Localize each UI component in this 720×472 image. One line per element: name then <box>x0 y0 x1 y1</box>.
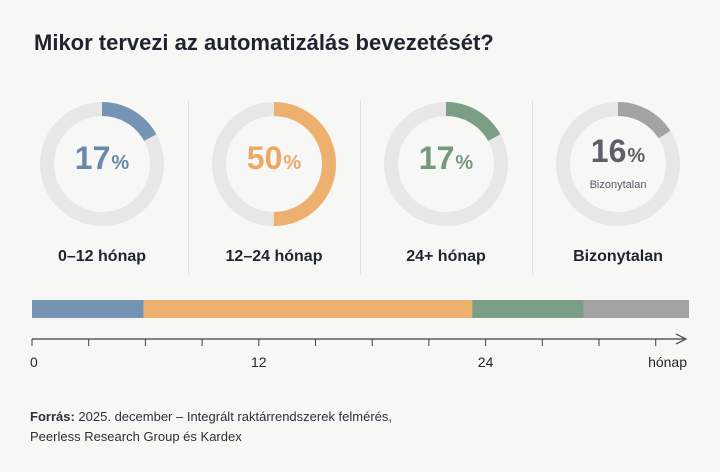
donut-card-24-plus: 17% 24+ hónap <box>360 100 532 280</box>
tick-label: 0 <box>30 354 38 370</box>
category-label: Bizonytalan <box>573 248 663 265</box>
percent-number: 17 <box>74 140 111 176</box>
donut-chart <box>556 102 680 226</box>
category-label: 24+ hónap <box>406 248 486 265</box>
percent-sign: % <box>111 152 130 174</box>
percent-value: 17% <box>38 140 166 177</box>
tick-label: 12 <box>251 354 267 370</box>
stacked-bar-segment <box>143 300 473 318</box>
percent-number: 17 <box>418 140 455 176</box>
stacked-bar-segment <box>472 300 584 318</box>
stacked-bar-segment <box>583 300 689 318</box>
category-label: 12–24 hónap <box>225 248 323 265</box>
percent-sign: % <box>283 152 302 174</box>
percent-sign: % <box>455 152 474 174</box>
percent-value: 17% <box>382 140 510 177</box>
source-note: Forrás: 2025. december – Integrált raktá… <box>30 407 690 447</box>
axis-arrow <box>675 333 688 345</box>
donut-cards: 17% 0–12 hónap 50% 12–24 hónap 17% 24+ h… <box>16 100 704 280</box>
percent-value: 50% <box>210 140 338 177</box>
source-label: Forrás: <box>30 409 75 424</box>
source-line-2: Peerless Research Group és Kardex <box>30 429 242 444</box>
percent-sign: % <box>627 145 646 167</box>
donut-card-12-24: 50% 12–24 hónap <box>188 100 360 280</box>
donut-arc <box>556 102 680 226</box>
axis-label: hónap <box>648 354 687 370</box>
category-label: 0–12 hónap <box>57 248 147 265</box>
source-line-1: 2025. december – Integrált raktárrendsze… <box>78 409 393 424</box>
donut-arc <box>384 102 508 226</box>
tick-label: 24 <box>478 354 494 370</box>
donut-chart <box>212 102 336 226</box>
donut-chart <box>40 102 164 226</box>
donut-arc <box>40 102 164 226</box>
donut-card-uncertain: 16% Bizonytalan Bizonytalan <box>532 100 704 280</box>
stacked-bar-segment <box>32 300 144 318</box>
donut-card-0-12: 17% 0–12 hónap <box>16 100 188 280</box>
percent-number: 50 <box>246 140 283 176</box>
donut-chart <box>384 102 508 226</box>
donut-sublabel: Bizonytalan <box>589 179 647 191</box>
timeline-bar-chart: 0 12 24 hónap <box>30 300 689 370</box>
donut-arc <box>212 102 336 226</box>
percent-number: 16 <box>590 133 627 169</box>
chart-title: Mikor tervezi az automatizálás bevezetés… <box>34 30 494 55</box>
percent-value: 16% <box>554 133 682 170</box>
